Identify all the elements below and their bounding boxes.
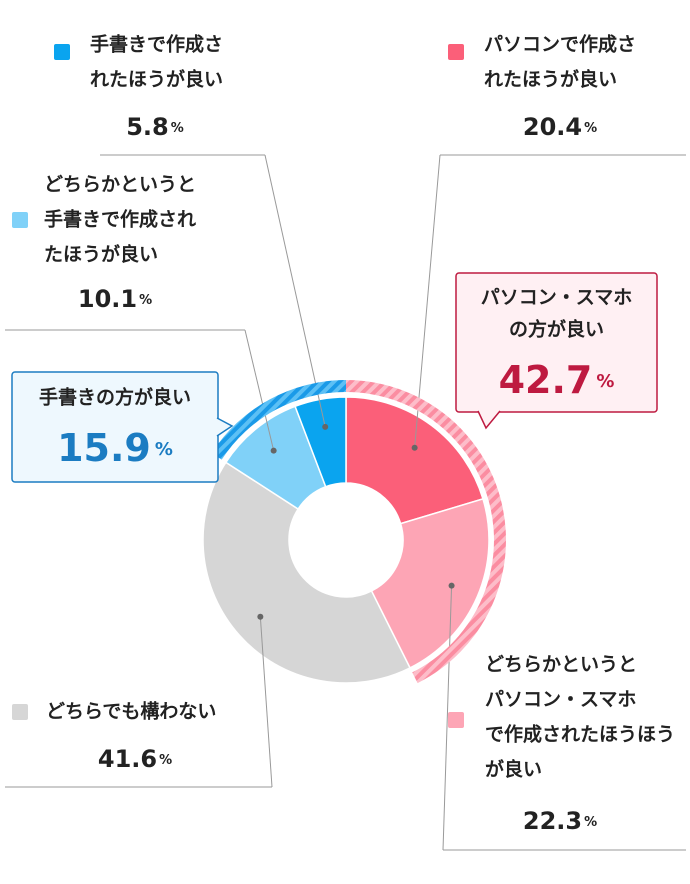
value-number: 22.3 [523,807,582,835]
category-label: パソコンで作成さ [484,33,636,56]
legend-swatch [12,212,28,228]
group-number: 42.7 [499,358,593,402]
value-unit: % [171,121,184,136]
value-label: 20.4% [523,113,597,141]
group-value: 42.7% [499,358,615,402]
category-label: たほうが良い [44,243,158,266]
value-label: 22.3% [523,807,597,835]
value-number: 41.6 [98,745,157,773]
group-label: の方が良い [509,318,604,341]
value-unit: % [584,815,597,830]
category-label: が良い [485,758,542,781]
leader-dot [270,447,277,454]
value-number: 10.1 [78,285,137,313]
category-label: で作成されたほうほう [485,723,675,746]
callout-tail [216,417,234,437]
value-label: 41.6% [98,745,172,773]
group-value: 15.9% [57,426,173,470]
category-label: 手書きで作成され [44,208,196,231]
value-unit: % [139,293,152,308]
group-label: パソコン・スマホ [481,287,632,309]
leader-line [244,329,275,451]
value-number: 20.4 [523,113,582,141]
category-label: どちらかというと [44,174,196,196]
value-number: 5.8 [126,113,169,141]
legend-swatch [448,44,464,60]
leader-line [259,616,273,788]
category-label: 手書きで作成さ [90,33,223,56]
group-number: 15.9 [57,426,151,470]
leader-dot [411,444,418,451]
value-label: 10.1% [78,285,152,313]
category-label: れたほうが良い [484,68,617,91]
leader-dot [257,613,264,620]
group-label: 手書きの方が良い [39,386,191,409]
group-arc [211,380,346,460]
category-label: どちらでも構わない [46,700,216,723]
donut-segment [370,497,490,669]
value-label: 5.8% [126,113,184,141]
callout-box [455,272,658,413]
leader-line [442,585,453,851]
legend-swatch [448,712,464,728]
legend-swatch [54,44,70,60]
value-unit: % [159,753,172,768]
group-unit: % [155,439,173,460]
category-label: パソコン・スマホ [485,689,636,711]
donut-segment [202,461,412,684]
donut-segment [294,396,347,488]
leader-line [264,154,326,428]
category-label: れたほうが良い [90,68,223,91]
leader-dot [448,582,455,589]
leader-dot [322,423,329,430]
group-unit: % [596,371,614,392]
category-label: どちらかというと [485,654,637,676]
value-unit: % [584,121,597,136]
donut-segment [345,396,484,525]
callout-tail [477,410,501,430]
legend-swatch [12,704,28,720]
